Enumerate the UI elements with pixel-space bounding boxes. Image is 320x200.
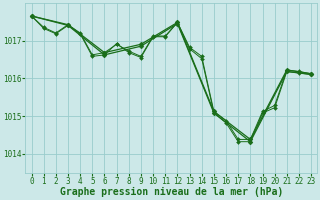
X-axis label: Graphe pression niveau de la mer (hPa): Graphe pression niveau de la mer (hPa): [60, 187, 283, 197]
